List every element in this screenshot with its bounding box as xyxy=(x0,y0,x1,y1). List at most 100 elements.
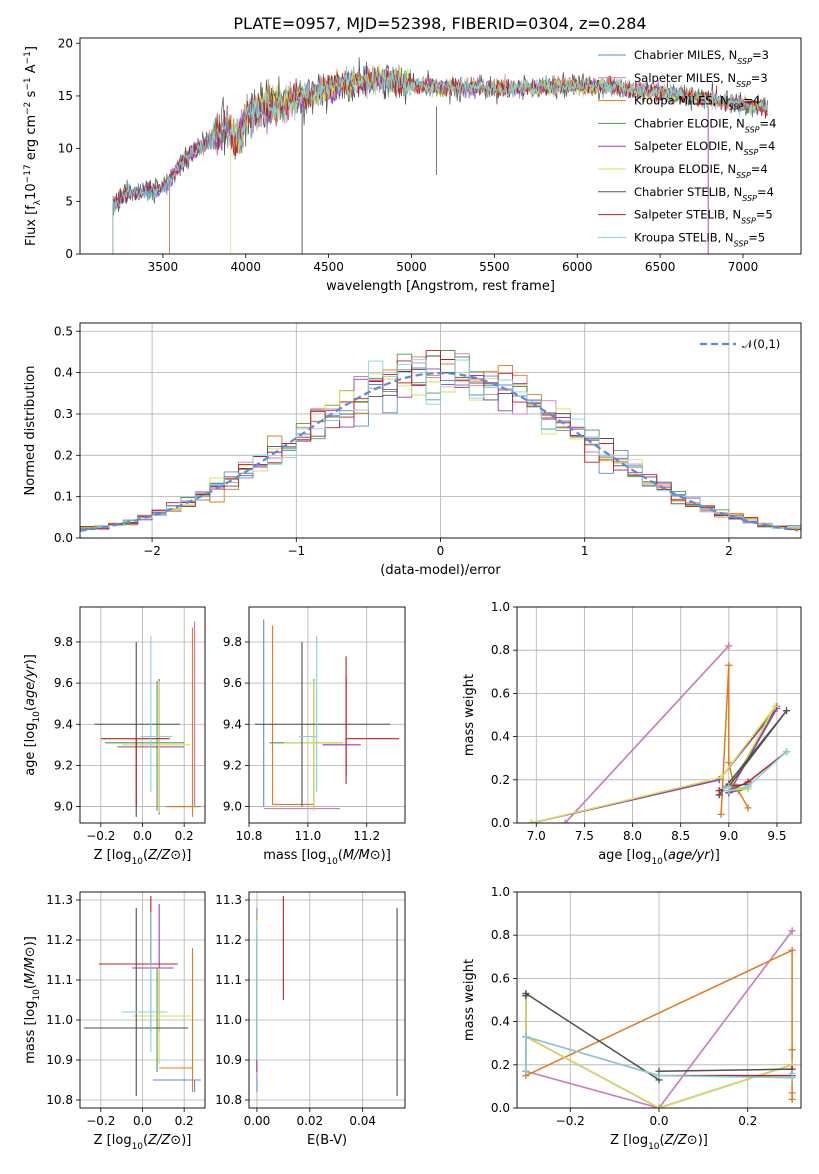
label-part: −17 xyxy=(23,164,33,183)
x-tick-label: 4500 xyxy=(313,260,344,274)
weight_vs_age-ylabel: mass weight xyxy=(462,674,477,756)
weight_vs_age-axes: 7.0 7.5 8.0 8.5 9.0 9.5 0.0 0.2 0.4 0.6 0.8 1.0 xyxy=(491,600,801,843)
label-part: E(B-V) xyxy=(307,1133,347,1148)
label-part: SSP xyxy=(745,125,760,134)
weight-point-marker xyxy=(717,810,725,818)
histogram-step xyxy=(80,359,801,530)
x-tick-label: 2 xyxy=(725,544,733,558)
weight-point-marker xyxy=(717,774,725,782)
y-tick-label: 1.0 xyxy=(491,885,510,899)
x-tick-label: 1 xyxy=(581,544,589,558)
weight-point-marker xyxy=(788,1046,796,1054)
weight-point-marker xyxy=(744,804,752,812)
weight-point-marker xyxy=(522,1033,530,1041)
weight-point-marker xyxy=(720,784,728,792)
legend-entry: Chabrier ELODIE, NSSP=4 xyxy=(634,116,776,133)
x-tick-label: 7.5 xyxy=(575,829,594,843)
y-tick-label: 0.5 xyxy=(54,324,73,338)
residuals-axes: −2 −1 0 1 2 0.0 0.1 0.2 0.3 0.4 0.5 xyxy=(54,323,801,558)
label-part: ( xyxy=(660,1133,665,1148)
weight-point-marker xyxy=(788,1095,796,1103)
label-part: Z [log xyxy=(610,1133,648,1148)
x-tick-label: 7.0 xyxy=(527,829,546,843)
label-part: )] xyxy=(23,654,38,664)
weight-point-marker xyxy=(725,759,733,767)
x-tick-label: 4000 xyxy=(230,260,261,274)
y-tick-label: 9.4 xyxy=(54,717,73,731)
label-part: =5 xyxy=(756,208,773,222)
figure-title: PLATE=0957, MJD=52398, FIBERID=0304, z=0… xyxy=(233,14,646,33)
x-tick-label: 6000 xyxy=(562,260,593,274)
label-part: ] xyxy=(24,46,39,51)
label-part: s xyxy=(24,90,39,101)
y-tick-label: 9.8 xyxy=(54,635,73,649)
y-tick-label: 0.4 xyxy=(491,730,510,744)
histogram-series xyxy=(80,350,801,532)
weight-point-marker xyxy=(771,702,779,710)
age_vs_Z-errorbars xyxy=(94,621,201,817)
label-part: ( xyxy=(23,984,38,989)
spectrum-ylabel: Flux [fλ10−17 erg cm−2 s−1 A−1] xyxy=(23,46,43,246)
label-part: ( xyxy=(338,848,343,863)
residuals-ylabel: Normed distribution xyxy=(23,366,38,496)
label-part: 10 xyxy=(648,1142,660,1152)
label-part: −1 xyxy=(23,51,33,64)
y-tick-label: 10.9 xyxy=(215,1053,242,1067)
x-tick-label: 6500 xyxy=(645,260,676,274)
label-part: 10 xyxy=(326,857,338,867)
histogram-step xyxy=(80,350,801,530)
label-part: Z/Z⊙ xyxy=(147,848,181,863)
x-tick-label: 11.2 xyxy=(353,829,380,843)
mass_vs_ebv-xlabel: E(B-V) xyxy=(307,1133,347,1148)
label-part: 10 xyxy=(24,183,39,200)
weight-point-marker xyxy=(725,661,733,669)
label-part: SSP xyxy=(734,239,749,248)
x-tick-label: 0.2 xyxy=(175,829,194,843)
y-tick-label: 11.1 xyxy=(46,973,73,987)
x-tick-label: 8.5 xyxy=(671,829,690,843)
label-part: age [log xyxy=(598,848,651,863)
x-tick-label: 5000 xyxy=(396,260,427,274)
y-tick-label: 9.2 xyxy=(223,758,242,772)
x-tick-label: 0.04 xyxy=(349,1114,376,1128)
label-part: Z [log xyxy=(94,1133,132,1148)
axes-frame xyxy=(79,606,206,824)
weight-point-marker xyxy=(725,782,733,790)
age_vs_Z-ylabel: age [log10(age/yr)] xyxy=(23,654,42,776)
weight-point-marker xyxy=(783,707,791,715)
x-tick-label: 9.0 xyxy=(719,829,738,843)
axes-frame xyxy=(79,37,802,255)
label-part: )] xyxy=(23,936,38,946)
label-part: Kroupa MILES, N xyxy=(634,94,729,108)
label-part: ( xyxy=(143,1133,148,1148)
x-tick-label: 3500 xyxy=(148,260,179,274)
y-tick-label: 0.1 xyxy=(54,490,73,504)
weight_vs_Z-xlabel: Z [log10(Z/Z⊙)] xyxy=(610,1133,708,1152)
y-tick-label: 10 xyxy=(58,142,73,156)
weight-series-line xyxy=(564,645,730,823)
weight-point-marker xyxy=(655,1072,663,1080)
label-part: Z [log xyxy=(94,848,132,863)
age_vs_mass-xlabel: mass [log10(M/M⊙)] xyxy=(263,848,391,867)
weight_vs_Z-axes: −0.2 0.0 0.2 0.0 0.2 0.4 0.6 0.8 1.0 xyxy=(491,885,801,1128)
age_vs_Z-axes: −0.2 0.0 0.2 9.0 9.2 9.4 9.6 9.8 xyxy=(54,607,205,843)
legend-entry: Salpeter MILES, NSSP=3 xyxy=(634,71,768,89)
label-part: Salpeter MILES, N xyxy=(634,71,736,85)
y-tick-label: 9.0 xyxy=(223,800,242,814)
mass_vs_Z-axes: −0.2 0.0 0.2 10.8 10.9 11.0 11.1 11.2 11.3 xyxy=(46,892,205,1128)
weight-point-marker xyxy=(744,782,752,790)
y-tick-label: 0.6 xyxy=(491,971,510,985)
legend-entry: 𝒩(0,1) xyxy=(742,337,780,351)
y-tick-label: 0.0 xyxy=(491,1101,510,1115)
label-part: ( xyxy=(143,848,148,863)
y-tick-label: 5 xyxy=(65,194,73,208)
weight-point-marker xyxy=(725,642,733,650)
label-part: age [log xyxy=(23,723,38,776)
legend-entry: Salpeter ELODIE, NSSP=4 xyxy=(634,139,775,157)
y-tick-label: 9.8 xyxy=(223,635,242,649)
label-part: Kroupa STELIB, N xyxy=(634,230,734,244)
label-part: mass weight xyxy=(462,674,477,756)
label-part: =3 xyxy=(752,48,769,62)
x-tick-label: 0.0 xyxy=(133,829,152,843)
